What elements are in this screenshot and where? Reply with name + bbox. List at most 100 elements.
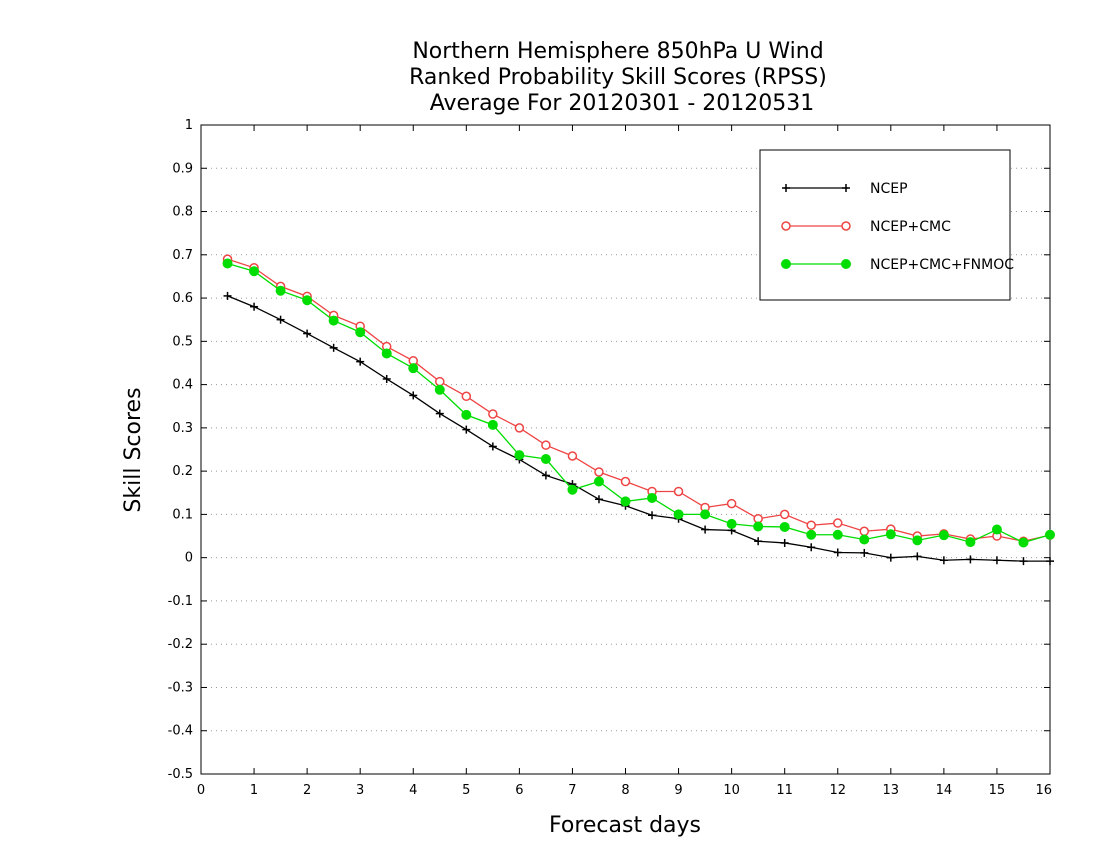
data-point: [487, 419, 498, 430]
data-point: [860, 548, 869, 557]
y-tick-label: 0.6: [172, 291, 193, 306]
data-point: [992, 556, 1001, 565]
x-tick-label: 12: [829, 783, 846, 798]
data-point: [1018, 537, 1029, 548]
legend-marker: [841, 259, 851, 269]
data-point: [250, 302, 259, 311]
title-line-2: Ranked Probability Skill Scores (RPSS): [409, 65, 827, 90]
data-point: [275, 285, 286, 296]
data-point: [1045, 529, 1055, 540]
x-tick-label: 0: [197, 783, 205, 798]
data-point: [912, 535, 923, 546]
data-point: [833, 518, 843, 528]
data-point: [807, 543, 816, 552]
data-point: [620, 496, 631, 507]
data-point: [780, 538, 789, 547]
series-ncep-cmc-fnmoc: [222, 258, 1055, 548]
data-point: [1046, 557, 1054, 566]
data-point: [593, 476, 604, 487]
y-tick-label: 0.5: [172, 334, 193, 349]
y-tick-label: -0.4: [168, 724, 193, 739]
data-point: [753, 521, 764, 532]
data-point: [382, 374, 391, 383]
data-point: [435, 376, 445, 387]
data-point: [303, 329, 312, 338]
data-point: [806, 520, 816, 530]
data-point: [462, 425, 471, 434]
y-tick-label: -0.2: [168, 637, 193, 652]
data-point: [461, 409, 472, 420]
data-point: [701, 525, 710, 534]
y-tick-label: -0.1: [168, 594, 193, 609]
data-point: [965, 537, 976, 548]
series-line-ncep: [227, 295, 1050, 562]
data-point: [541, 440, 551, 450]
data-point: [223, 291, 232, 300]
y-tick-label: 0.2: [172, 464, 193, 479]
x-tick-label: 15: [989, 783, 1006, 798]
data-point: [885, 529, 896, 540]
data-point: [514, 450, 525, 461]
data-point: [594, 495, 603, 504]
data-point: [913, 552, 922, 561]
y-tick-label: 0: [185, 551, 193, 566]
data-point: [409, 391, 418, 400]
legend-item-ncep-cmc-fnmoc: NCEP+CMC+FNMOC: [781, 257, 1014, 273]
legend-label: NCEP+CMC+FNMOC: [870, 257, 1014, 273]
data-point: [939, 556, 948, 565]
legend: NCEP NCEP+CMC NCEP+CMC+FNMOC: [759, 149, 1014, 301]
data-point: [859, 534, 870, 545]
legend-marker: [782, 184, 790, 192]
x-tick-label: 13: [883, 783, 900, 798]
y-tick-label: 0.4: [172, 378, 193, 393]
y-tick-label: 0.7: [172, 248, 193, 263]
x-tick-label: 5: [462, 783, 470, 798]
data-point: [886, 553, 895, 562]
y-tick-label: -0.3: [168, 680, 193, 695]
legend-label: NCEP+CMC: [870, 219, 951, 235]
data-point: [355, 327, 366, 338]
x-tick-label: 4: [409, 783, 417, 798]
data-point: [779, 509, 790, 520]
data-point: [488, 442, 497, 451]
x-tick-label: 10: [723, 783, 740, 798]
data-point: [541, 471, 550, 480]
data-point: [1019, 557, 1028, 566]
data-point: [726, 498, 737, 509]
series-line-ncep-cmc: [227, 258, 1051, 542]
series-ncep: [223, 291, 1054, 566]
legend-marker: [781, 221, 791, 231]
data-point: [356, 357, 365, 366]
data-point: [647, 492, 658, 503]
data-point: [434, 384, 445, 395]
legend-marker: [841, 221, 851, 231]
data-point: [461, 391, 472, 402]
data-point: [249, 266, 260, 277]
data-point: [567, 484, 578, 495]
data-point: [673, 486, 684, 497]
axis-ticks: -0.5 -0.4 -0.3 -0.2 -0.1 0 0.1 0.2 0.3 0.4 0.5 0.6 0…: [168, 118, 1052, 798]
data-point: [648, 511, 657, 520]
data-point: [806, 529, 817, 540]
x-tick-label: 9: [674, 783, 682, 798]
data-point: [567, 451, 578, 461]
data-point: [966, 555, 975, 564]
legend-box: [759, 149, 1011, 301]
chart-title: Northern Hemisphere 850hPa U Wind Ranked…: [409, 39, 827, 116]
y-tick-label: -0.5: [168, 767, 193, 782]
x-axis-label: Forecast days: [549, 813, 701, 838]
data-point: [620, 476, 631, 487]
y-tick-label: 0.8: [172, 205, 193, 220]
data-point: [329, 343, 338, 352]
legend-item-ncep: NCEP: [782, 181, 908, 197]
x-tick-label: 8: [621, 783, 629, 798]
data-point: [832, 529, 843, 540]
x-tick-label: 7: [568, 783, 576, 798]
y-tick-label: 0.3: [172, 421, 193, 436]
y-tick-label: 0.9: [172, 161, 193, 176]
x-tick-label: 3: [356, 783, 364, 798]
data-point: [726, 518, 737, 529]
title-line-3: Average For 20120301 - 20120531: [430, 91, 815, 116]
data-point: [859, 526, 870, 537]
x-tick-label: 16: [1035, 783, 1052, 798]
